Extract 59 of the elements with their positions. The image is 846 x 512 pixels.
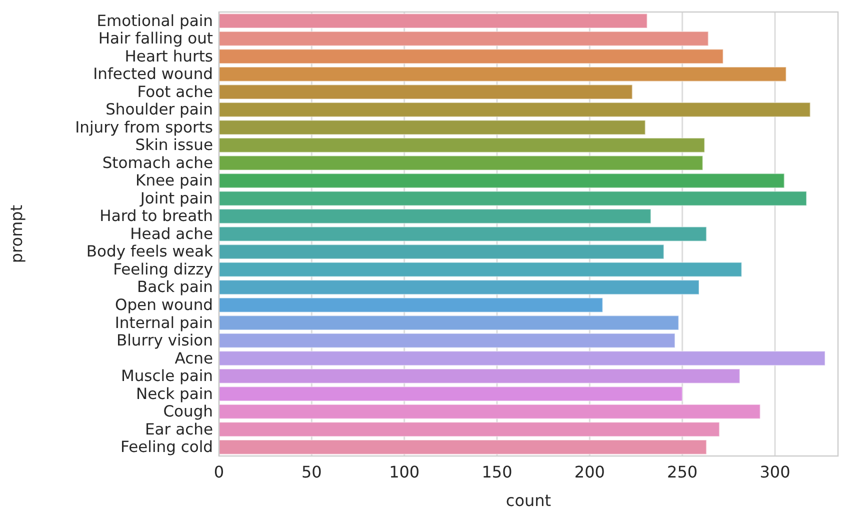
bar [218,120,646,136]
bar [218,13,648,28]
bar [218,422,720,437]
y-tick-label: Emotional pain [96,12,213,30]
y-tick-label: Acne [174,349,213,368]
bar [218,31,709,46]
x-axis-title: count [506,491,552,510]
bar [218,173,785,188]
bar [218,386,683,402]
bar [218,138,706,153]
y-tick-label: Joint pain [139,189,213,208]
bar [218,66,787,82]
bar [218,190,807,206]
x-tick-label: 200 [574,462,605,482]
y-tick-label: Hair falling out [98,30,213,48]
bar [218,262,742,278]
y-tick-label: Cough [163,402,213,421]
y-tick-label: Head ache [130,224,213,243]
y-tick-label: Neck pain [136,384,213,403]
bar [218,404,761,420]
y-tick-label: Knee pain [136,172,213,190]
bar [218,332,676,348]
x-tick-label: 250 [667,462,698,482]
x-tick-label: 150 [482,462,512,482]
y-tick-label: Feeling dizzy [113,260,213,278]
x-tick-label: 300 [760,462,790,482]
bar [218,350,826,366]
x-tick-label: 0 [214,462,224,482]
y-tick-label: Injury from sports [75,118,213,136]
bar [218,84,633,100]
y-tick-label: Internal pain [114,314,213,332]
y-tick-label: Feeling cold [120,438,213,456]
bar [218,315,680,330]
y-tick-label: Hard to breath [100,207,213,226]
y-tick-label: Body feels weak [86,242,214,261]
y-tick-label: Back pain [136,278,213,296]
bar [218,208,652,224]
bar [218,368,740,384]
y-tick-label: Ear ache [145,420,213,438]
bar [218,155,704,171]
y-tick-label: Shoulder pain [106,100,213,119]
y-tick-label: Stomach ache [102,154,213,172]
y-tick-label: Muscle pain [120,367,213,386]
x-tick-label: 50 [301,462,322,482]
y-axis-title: prompt [7,204,26,264]
bar [218,48,724,64]
x-tick-label: 100 [389,462,420,482]
y-tick-label: Heart hurts [124,47,213,66]
y-tick-label: Foot ache [137,82,213,101]
y-tick-label: Skin issue [135,136,213,154]
bar [218,102,811,118]
bar [218,297,604,313]
y-tick-label: Open wound [115,296,213,314]
bar [218,226,707,242]
bar [218,244,664,260]
bar [218,440,707,455]
y-tick-label: Infected wound [93,65,213,84]
y-tick-label: Blurry vision [116,332,213,350]
bar [218,280,700,295]
